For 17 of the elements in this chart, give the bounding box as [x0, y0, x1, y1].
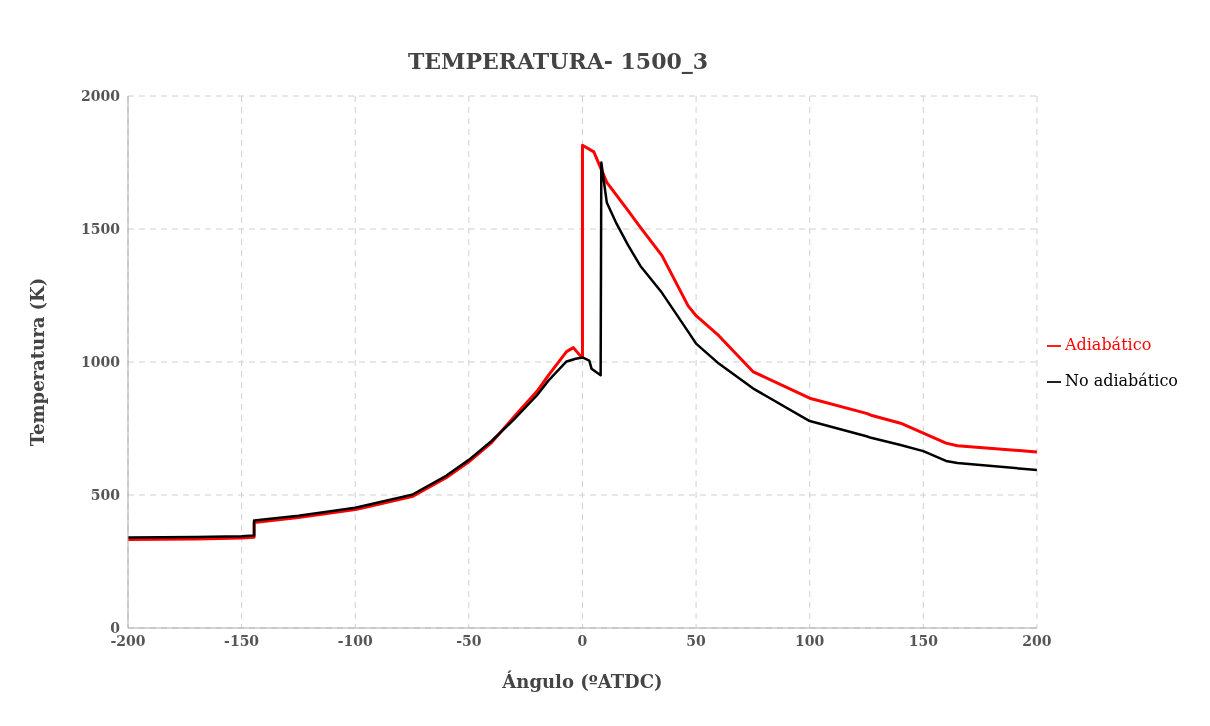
x-tick-label: -150	[224, 632, 260, 649]
x-tick-label: 200	[1022, 632, 1052, 649]
x-axis-title: Ángulo (ºATDC)	[501, 670, 663, 692]
y-tick-label: 2000	[81, 87, 121, 104]
legend-label: No adiabático	[1064, 371, 1178, 390]
y-tick-label: 1500	[81, 220, 121, 237]
x-tick-label: 0	[577, 632, 588, 649]
chart-title: TEMPERATURA- 1500_3	[406, 48, 710, 74]
legend-label: Adiabático	[1064, 335, 1152, 354]
y-axis-title: Temperatura (K)	[27, 277, 49, 447]
x-tick-label: 150	[908, 632, 939, 649]
x-tick-label: 100	[795, 632, 825, 649]
y-tick-label: 500	[90, 486, 121, 503]
x-tick-label: 50	[686, 632, 707, 649]
x-tick-label: -100	[337, 632, 373, 649]
y-tick-label: 1000	[81, 353, 121, 370]
x-tick-label: -50	[456, 632, 482, 649]
